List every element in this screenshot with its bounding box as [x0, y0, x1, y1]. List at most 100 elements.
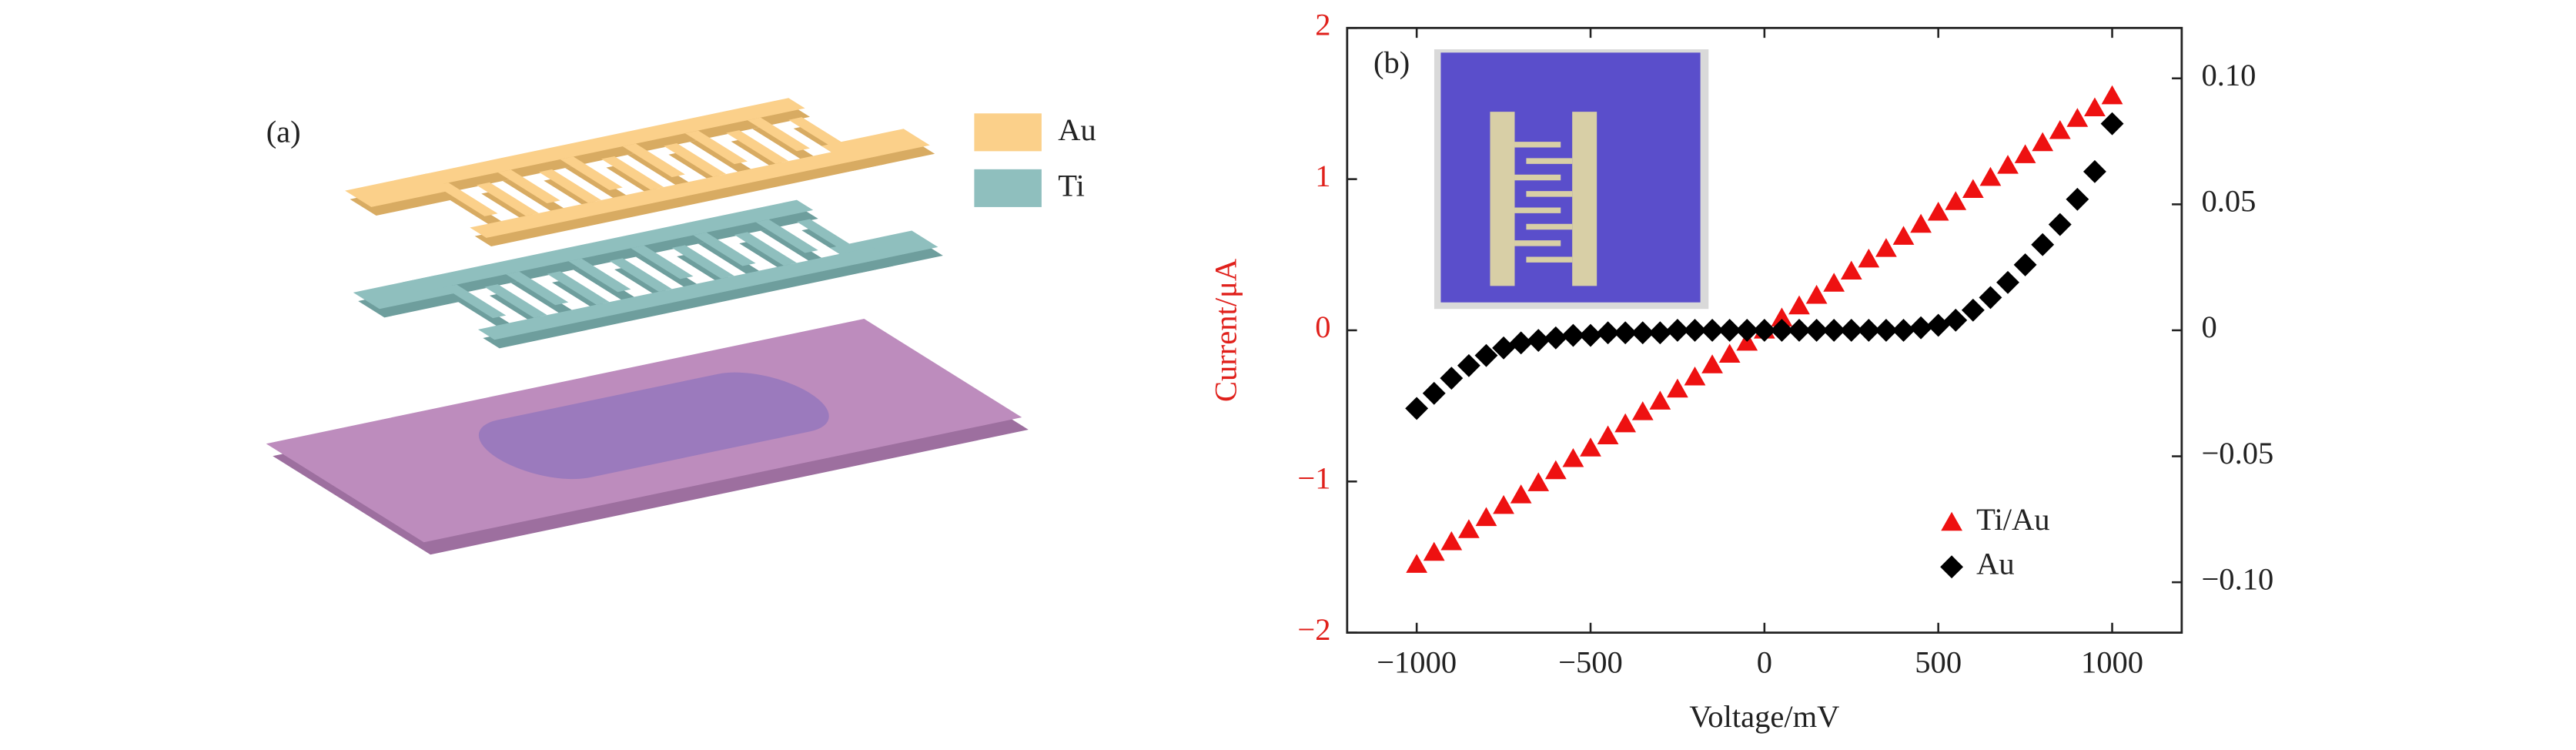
- layer-shape: [443, 284, 507, 319]
- diamond-marker: [1996, 270, 2019, 294]
- panel-a: (a) Au Ti: [266, 98, 1096, 555]
- triangle-marker: [2049, 119, 2071, 139]
- layer-shape: [755, 219, 818, 253]
- x-tick-label: −500: [1558, 645, 1623, 680]
- triangle-marker: [2066, 108, 2089, 127]
- triangle-marker: [1858, 248, 1880, 268]
- legend-label: Au: [1058, 112, 1096, 147]
- triangle-marker: [1493, 494, 1514, 514]
- x-axis-label: Voltage/mV: [1689, 699, 1839, 734]
- triangle-marker: [1910, 213, 1932, 233]
- layer-shape: [484, 284, 547, 318]
- diamond-marker: [1492, 336, 1516, 360]
- panel-label: (a): [266, 114, 301, 149]
- triangle-marker: [1701, 354, 1723, 373]
- layer-shape: [560, 156, 623, 191]
- device-diagram: [266, 98, 1029, 555]
- diamond-marker: [1440, 367, 1464, 390]
- layer-shape: [476, 182, 539, 216]
- triangle-marker: [2101, 85, 2123, 105]
- diamond-marker: [1735, 319, 1759, 342]
- diamond-marker: [1474, 343, 1498, 367]
- photo-chip: [1440, 52, 1701, 303]
- diamond-marker: [1544, 326, 1567, 350]
- diamond-marker: [1648, 321, 1672, 345]
- triangle-marker: [2032, 132, 2054, 152]
- layer-shape: [631, 245, 694, 280]
- triangle-marker: [1631, 401, 1654, 420]
- x-tick-label: 500: [1915, 645, 1962, 680]
- legend-label: Ti: [1058, 169, 1085, 203]
- diamond-marker: [2031, 233, 2055, 256]
- layer-shape: [568, 258, 631, 293]
- diamond-marker: [1701, 319, 1725, 342]
- layer-shape: [538, 169, 602, 203]
- legend-label: Au: [1976, 547, 2015, 581]
- triangle-marker: [1649, 390, 1671, 410]
- layer-shape: [671, 245, 734, 279]
- ti-layer: [353, 199, 943, 349]
- triangle-marker: [1941, 511, 1962, 531]
- electrode-pad: [1572, 112, 1597, 286]
- triangle-marker: [1945, 191, 1967, 210]
- layer-shape: [693, 232, 756, 266]
- layer-shape: [497, 169, 560, 203]
- layer-shape: [483, 256, 894, 349]
- diamond-marker: [1752, 319, 1776, 342]
- y-tick-label: −2: [1297, 612, 1330, 647]
- triangle-marker: [1771, 307, 1793, 326]
- x-tick-label: 1000: [2081, 645, 2143, 680]
- diamond-marker: [1892, 319, 1915, 342]
- layer-shape: [474, 153, 886, 247]
- diamond-marker: [1665, 319, 1689, 342]
- layer-shape: [407, 208, 818, 301]
- diamond-marker: [1527, 329, 1551, 352]
- triangle-marker: [1544, 460, 1567, 480]
- au-layer: [345, 98, 935, 247]
- triangle-marker: [1458, 519, 1480, 538]
- layer-shape: [435, 182, 498, 216]
- layer-shape: [796, 219, 860, 253]
- triangle-marker: [1475, 507, 1497, 527]
- triangle-marker: [1406, 554, 1428, 573]
- triangle-marker: [1840, 260, 1862, 280]
- layer-shape: [394, 98, 805, 191]
- diamond-marker: [1788, 319, 1811, 342]
- triangle-marker: [1979, 166, 2002, 186]
- layer-shape: [726, 130, 789, 164]
- y-tick-label: 0: [1315, 310, 1330, 344]
- substrate: [266, 319, 1029, 555]
- y2-tick-label: −0.10: [2201, 561, 2273, 596]
- legend-swatch: [974, 169, 1042, 207]
- triangle-marker: [1510, 484, 1532, 504]
- diamond-marker: [1940, 555, 1964, 579]
- layer-shape: [684, 130, 748, 165]
- diamond-marker: [2048, 213, 2072, 236]
- triangle-marker: [1962, 179, 1984, 199]
- legend-label: Ti/Au: [1976, 502, 2049, 537]
- triangle-marker: [1997, 155, 2019, 174]
- electrode-fingers: [1514, 142, 1573, 263]
- triangle-marker: [1805, 284, 1828, 304]
- panel-b: (b) Voltage/mV Current/μA: [1208, 26, 2183, 734]
- diamond-marker: [1944, 308, 1968, 332]
- inset-photo: [1434, 49, 1709, 310]
- triangle-marker: [1823, 273, 1845, 292]
- triangle-marker: [1684, 366, 1706, 386]
- diamond-marker: [1857, 319, 1881, 342]
- triangle-marker: [1597, 425, 1619, 445]
- triangle-marker: [1527, 472, 1550, 491]
- diamond-marker: [1614, 321, 1638, 345]
- diamond-marker: [2083, 159, 2106, 183]
- y-tick-label: 1: [1315, 159, 1330, 193]
- y2-tick-label: 0: [2201, 310, 2216, 344]
- legend: Au Ti: [974, 112, 1096, 207]
- diamond-marker: [2013, 253, 2037, 276]
- triangle-marker: [1892, 226, 1915, 245]
- diamond-marker: [1839, 319, 1863, 342]
- diamond-marker: [1683, 319, 1707, 342]
- diamond-marker: [1457, 353, 1480, 377]
- diamond-marker: [1405, 397, 1429, 420]
